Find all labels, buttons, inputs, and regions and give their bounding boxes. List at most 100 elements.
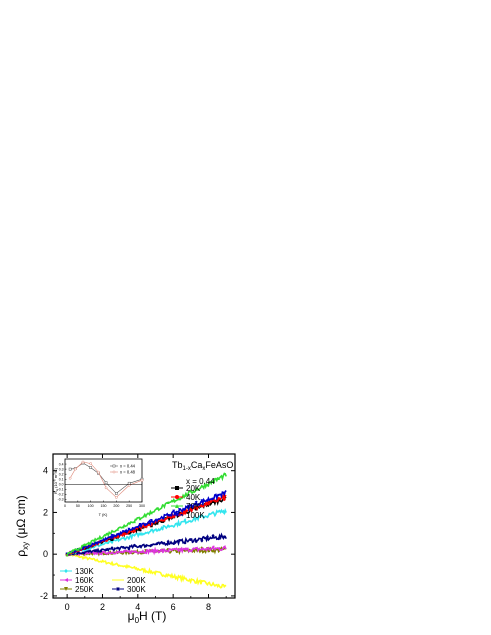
point-100K	[127, 527, 131, 531]
legend-entry-250K: 250K	[60, 585, 94, 594]
point-130K	[105, 540, 108, 544]
legend-entry-130K: 130K	[60, 567, 94, 576]
inset-y-tick-label: -0.2	[58, 493, 64, 497]
point-300K	[88, 549, 91, 553]
point-130K	[200, 513, 204, 517]
legend-marker-160K	[64, 578, 68, 582]
point-300K	[76, 550, 80, 554]
point-130K	[183, 518, 187, 522]
inset-x-tick-label: 250	[126, 504, 132, 508]
inset-y-tick-label: 0.3	[59, 467, 64, 471]
inset-y-tick-label: 0.0	[59, 482, 64, 486]
point-20K	[206, 503, 209, 507]
point-300K	[99, 549, 103, 553]
legend-marker-70K	[175, 504, 179, 508]
point-160K	[200, 547, 204, 551]
inset-point	[140, 478, 144, 482]
point-200K	[128, 565, 130, 567]
point-130K	[149, 528, 153, 532]
point-40K	[133, 529, 136, 533]
point-70K	[116, 527, 120, 531]
point-130K	[189, 519, 193, 523]
point-300K	[200, 539, 204, 542]
point-160K	[166, 549, 170, 553]
inset-x-axis-label: T (K)	[99, 512, 108, 517]
inset-x-tick-label: 150	[101, 504, 107, 508]
inset-legend-label: x = 0.48	[120, 470, 136, 475]
inset-series-x048	[68, 460, 144, 499]
point-300K	[105, 548, 108, 552]
point-70K	[206, 483, 209, 487]
compound-label: Tb1-xCaxFeAsO	[172, 460, 233, 472]
point-160K	[110, 551, 114, 554]
legend-label-20K: 20K	[186, 484, 201, 493]
point-160K	[161, 550, 164, 553]
point-70K	[71, 549, 75, 552]
x-tick-label: 6	[171, 602, 176, 612]
point-130K	[99, 543, 103, 547]
point-100K	[161, 516, 164, 520]
point-200K	[172, 576, 175, 578]
point-200K	[83, 556, 85, 559]
inset-point	[68, 467, 72, 471]
point-300K	[133, 543, 136, 547]
point-100K	[183, 508, 187, 511]
legend-label-130K: 130K	[75, 567, 94, 576]
point-100K	[172, 509, 176, 513]
x-tick-label: 8	[206, 602, 211, 612]
trace-160K	[66, 545, 227, 557]
point-300K	[144, 544, 148, 548]
inset-point	[81, 460, 85, 464]
point-200K	[167, 573, 170, 576]
x-tick-label: 4	[135, 602, 140, 612]
point-300K	[116, 546, 120, 550]
x-axis-label: μ0H (T)	[128, 609, 167, 625]
y-tick-label: 2	[43, 507, 48, 517]
x-tick-label: 0	[65, 602, 70, 612]
point-300K	[138, 544, 142, 548]
inset-legend-marker	[112, 464, 116, 468]
point-70K	[105, 532, 108, 536]
inset-y-tick-label: -0.1	[58, 488, 64, 492]
inset-point	[104, 481, 108, 485]
point-100K	[105, 537, 108, 541]
point-300K	[183, 541, 187, 545]
point-40K	[161, 518, 164, 522]
point-70K	[217, 477, 221, 481]
point-20K	[177, 511, 181, 515]
inset-point	[114, 496, 118, 499]
point-200K	[195, 582, 198, 584]
point-160K	[149, 550, 153, 553]
point-100K	[217, 493, 221, 497]
point-300K	[222, 535, 226, 539]
point-200K	[156, 570, 158, 573]
legend-marker-20K	[175, 486, 179, 490]
point-300K	[172, 542, 176, 546]
inset-point	[89, 462, 93, 465]
point-300K	[161, 541, 164, 545]
inset-y-tick-label: 0.1	[59, 477, 64, 481]
inset-legend-marker	[112, 470, 116, 474]
point-130K	[161, 527, 164, 531]
series-300K	[65, 532, 227, 556]
inset-point	[73, 467, 77, 471]
point-100K	[200, 499, 204, 503]
point-40K	[172, 515, 176, 518]
point-20K	[194, 507, 198, 511]
point-70K	[133, 520, 136, 524]
point-40K	[116, 535, 120, 539]
point-70K	[149, 511, 153, 515]
point-70K	[194, 487, 198, 491]
point-130K	[222, 511, 226, 515]
point-200K	[189, 581, 192, 583]
point-160K	[183, 547, 187, 550]
point-160K	[217, 546, 221, 550]
point-160K	[99, 552, 103, 556]
point-300K	[149, 543, 153, 547]
inset-x-tick-label: 0	[64, 504, 66, 508]
inset-point	[97, 470, 100, 474]
point-160K	[116, 551, 120, 554]
point-70K	[144, 514, 148, 518]
inset-y-tick-label: 0.4	[59, 462, 64, 466]
